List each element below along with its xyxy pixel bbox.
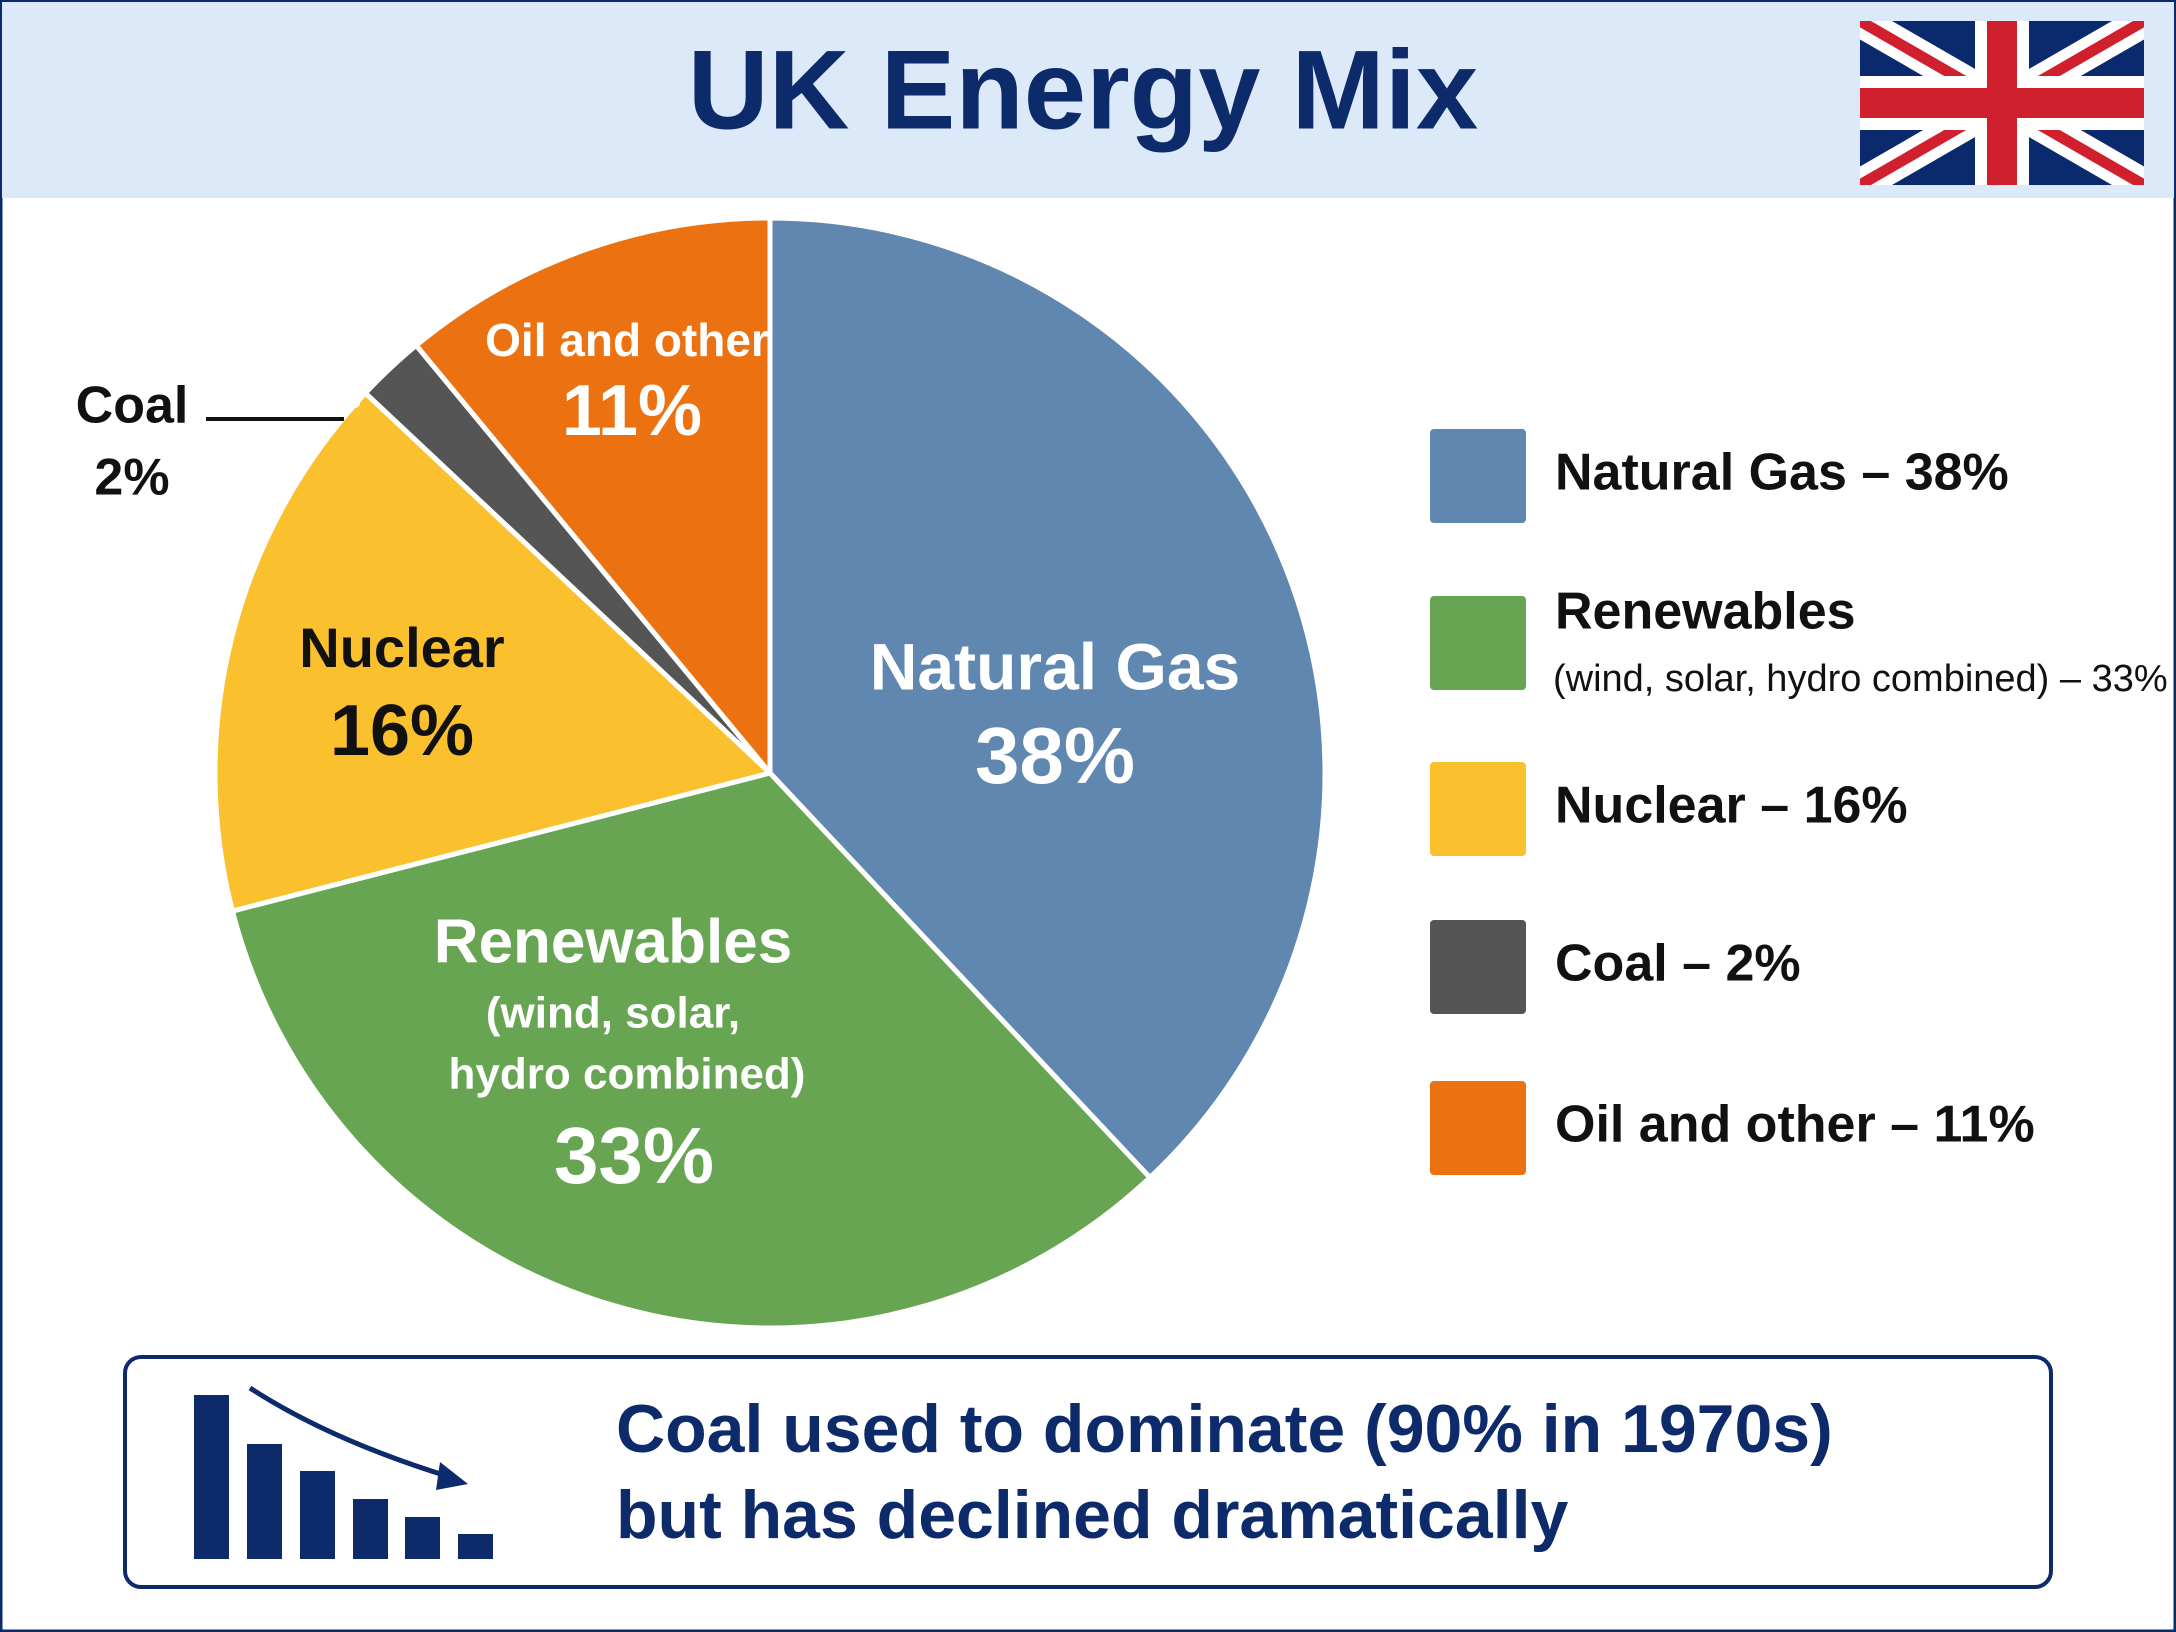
slice-label: Coal	[76, 377, 189, 435]
chart-title: UK Energy Mix	[688, 28, 1478, 153]
slice-value: 2%	[94, 449, 169, 507]
legend-label: Natural Gas – 38%	[1555, 444, 2009, 502]
legend-label: Coal – 2%	[1555, 935, 1801, 993]
legend-swatch	[1430, 596, 1526, 690]
uk-flag	[1860, 21, 2144, 185]
slice-label: Oil and other	[485, 314, 769, 366]
legend-swatch	[1430, 1081, 1526, 1175]
legend-label: Oil and other – 11%	[1555, 1096, 2035, 1154]
header	[2, 2, 2174, 198]
legend-label: Nuclear – 16%	[1555, 777, 1908, 835]
slice-label: Renewables	[434, 907, 792, 976]
pie-slice	[413, 215, 773, 776]
pie-slice	[767, 215, 1328, 1181]
legend-swatch	[1430, 429, 1526, 523]
pie-slice	[212, 390, 773, 914]
annotation-box	[123, 1355, 2053, 1589]
legend-swatch	[1430, 762, 1526, 856]
slice-label: Nuclear	[299, 616, 504, 679]
slice-note: (wind, solar,	[486, 989, 740, 1038]
legend-swatch	[1430, 920, 1526, 1014]
annotation-line: Coal used to dominate (90% in 1970s)	[616, 1391, 1833, 1467]
slice-label: Natural Gas	[870, 629, 1240, 703]
decline-icon	[194, 1385, 493, 1559]
annotation-line: but has declined dramatically	[616, 1477, 1568, 1553]
slice-value: 38%	[975, 711, 1135, 800]
slice-note: hydro combined)	[449, 1050, 806, 1099]
legend-label: Renewables	[1555, 583, 1856, 641]
slice-value: 16%	[330, 691, 474, 771]
slice-value: 11%	[562, 371, 702, 451]
legend-note: (wind, solar, hydro combined) – 33%	[1553, 658, 2168, 700]
leader-dot	[350, 398, 360, 408]
pie-slice	[229, 770, 1153, 1331]
slice-value: 33%	[554, 1111, 714, 1200]
